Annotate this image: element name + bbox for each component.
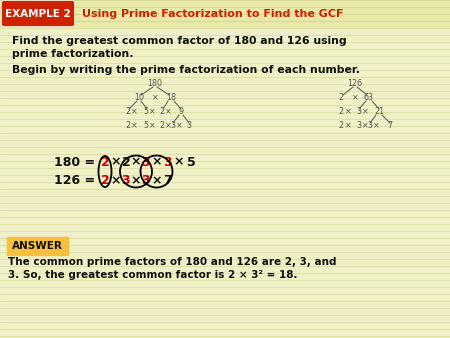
Text: ANSWER: ANSWER <box>12 241 63 251</box>
Text: ×: × <box>131 155 141 169</box>
Text: prime factorization.: prime factorization. <box>12 49 134 59</box>
Text: Find the greatest common factor of 180 and 126 using: Find the greatest common factor of 180 a… <box>12 36 346 46</box>
Text: 21: 21 <box>374 107 384 117</box>
Text: 2: 2 <box>126 107 130 117</box>
Text: 9: 9 <box>179 107 184 117</box>
Text: 2: 2 <box>338 121 343 130</box>
Text: ×: × <box>165 107 171 117</box>
Text: ×: × <box>148 107 155 117</box>
Text: ×: × <box>174 155 184 169</box>
Text: ×: × <box>152 94 158 102</box>
Text: 10: 10 <box>134 94 144 102</box>
Text: 2: 2 <box>101 174 109 188</box>
Text: 180 =: 180 = <box>54 155 95 169</box>
Text: 5: 5 <box>144 121 149 130</box>
Text: 3: 3 <box>163 155 171 169</box>
Text: 3: 3 <box>356 107 361 117</box>
Text: 7: 7 <box>162 174 171 188</box>
Text: 180: 180 <box>148 79 162 89</box>
Text: Begin by writing the prime factorization of each number.: Begin by writing the prime factorization… <box>12 65 360 75</box>
Text: ×: × <box>130 121 137 130</box>
Text: The common prime factors of 180 and 126 are 2, 3, and: The common prime factors of 180 and 126 … <box>8 257 337 267</box>
Text: 2: 2 <box>159 121 165 130</box>
Text: ×: × <box>373 121 379 130</box>
Text: ×: × <box>351 94 358 102</box>
Text: 18: 18 <box>166 94 176 102</box>
FancyBboxPatch shape <box>1 0 75 26</box>
Text: 126 =: 126 = <box>54 174 95 188</box>
Text: 3: 3 <box>122 174 130 188</box>
Text: ×: × <box>362 121 369 130</box>
Text: ×: × <box>148 121 155 130</box>
Text: 2: 2 <box>122 155 130 169</box>
Text: ×: × <box>131 174 141 188</box>
Text: 3. So, the greatest common factor is 2 × 3² = 18.: 3. So, the greatest common factor is 2 ×… <box>8 270 297 280</box>
Text: EXAMPLE 2: EXAMPLE 2 <box>5 9 71 19</box>
Text: 3: 3 <box>142 155 150 169</box>
Text: 2: 2 <box>126 121 130 130</box>
Text: ×: × <box>152 174 162 188</box>
Text: ×: × <box>362 107 369 117</box>
FancyBboxPatch shape <box>0 0 450 28</box>
Text: 3: 3 <box>171 121 176 130</box>
Text: ×: × <box>345 107 351 117</box>
Text: 5: 5 <box>144 107 149 117</box>
Text: ×: × <box>111 174 121 188</box>
Text: 3: 3 <box>186 121 192 130</box>
Text: ×: × <box>111 155 121 169</box>
Text: 3: 3 <box>368 121 373 130</box>
Text: Using Prime Factorization to Find the GCF: Using Prime Factorization to Find the GC… <box>82 9 343 19</box>
Text: 2: 2 <box>101 155 109 169</box>
Text: 5: 5 <box>187 155 195 169</box>
Text: 63: 63 <box>364 94 374 102</box>
Text: 7: 7 <box>387 121 392 130</box>
FancyBboxPatch shape <box>6 237 67 255</box>
Text: ×: × <box>345 121 351 130</box>
Text: 3: 3 <box>142 174 150 188</box>
Text: 3: 3 <box>356 121 361 130</box>
Text: ×: × <box>152 155 162 169</box>
Text: 2: 2 <box>338 107 343 117</box>
Text: ×: × <box>176 121 182 130</box>
Text: 126: 126 <box>347 79 363 89</box>
Text: 2: 2 <box>159 107 165 117</box>
Text: ×: × <box>130 107 137 117</box>
Text: 2: 2 <box>338 94 343 102</box>
Text: ×: × <box>165 121 171 130</box>
